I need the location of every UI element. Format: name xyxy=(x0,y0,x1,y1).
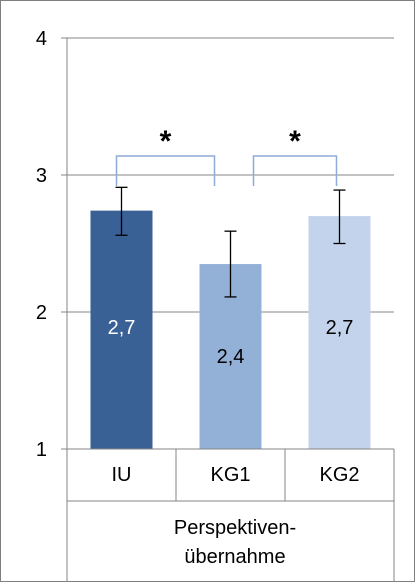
axes: 1 2 3 4 IU KG1 KG2 xyxy=(36,28,395,581)
bar xyxy=(308,216,371,449)
significance-bracket xyxy=(252,155,338,186)
error-bars xyxy=(115,186,346,298)
y-tick-label: 1 xyxy=(36,439,47,461)
bar xyxy=(90,210,153,449)
y-tick-label: 3 xyxy=(36,165,47,187)
y-tick-label: 4 xyxy=(36,28,47,50)
data-label: 2,4 xyxy=(217,346,245,368)
data-label: 2,7 xyxy=(108,317,136,339)
group-label-line-2: übernahme xyxy=(184,546,285,568)
y-tick-label: 2 xyxy=(36,302,47,324)
significance-marker: * xyxy=(160,125,172,158)
group-label-line-1: Perspektiven- xyxy=(174,517,296,539)
x-tick-label: IU xyxy=(112,464,132,486)
significance-marker: * xyxy=(289,125,301,158)
significance-brackets: * * xyxy=(115,125,338,186)
x-tick-label: KG1 xyxy=(210,464,250,486)
significance-bracket xyxy=(115,155,216,186)
x-tick-label: KG2 xyxy=(319,464,359,486)
bar-series xyxy=(90,210,371,449)
data-label: 2,7 xyxy=(326,317,354,339)
data-labels: 2,7 2,4 2,7 xyxy=(108,317,354,368)
